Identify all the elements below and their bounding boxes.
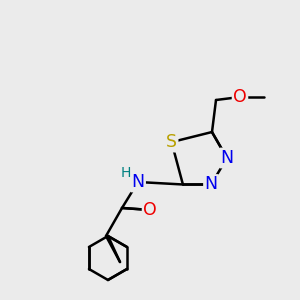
Text: N: N bbox=[205, 176, 218, 194]
Text: S: S bbox=[166, 133, 177, 151]
Text: O: O bbox=[233, 88, 247, 106]
Text: H: H bbox=[121, 166, 131, 180]
Text: N: N bbox=[131, 173, 145, 191]
Text: N: N bbox=[220, 149, 234, 167]
Text: O: O bbox=[143, 201, 157, 219]
